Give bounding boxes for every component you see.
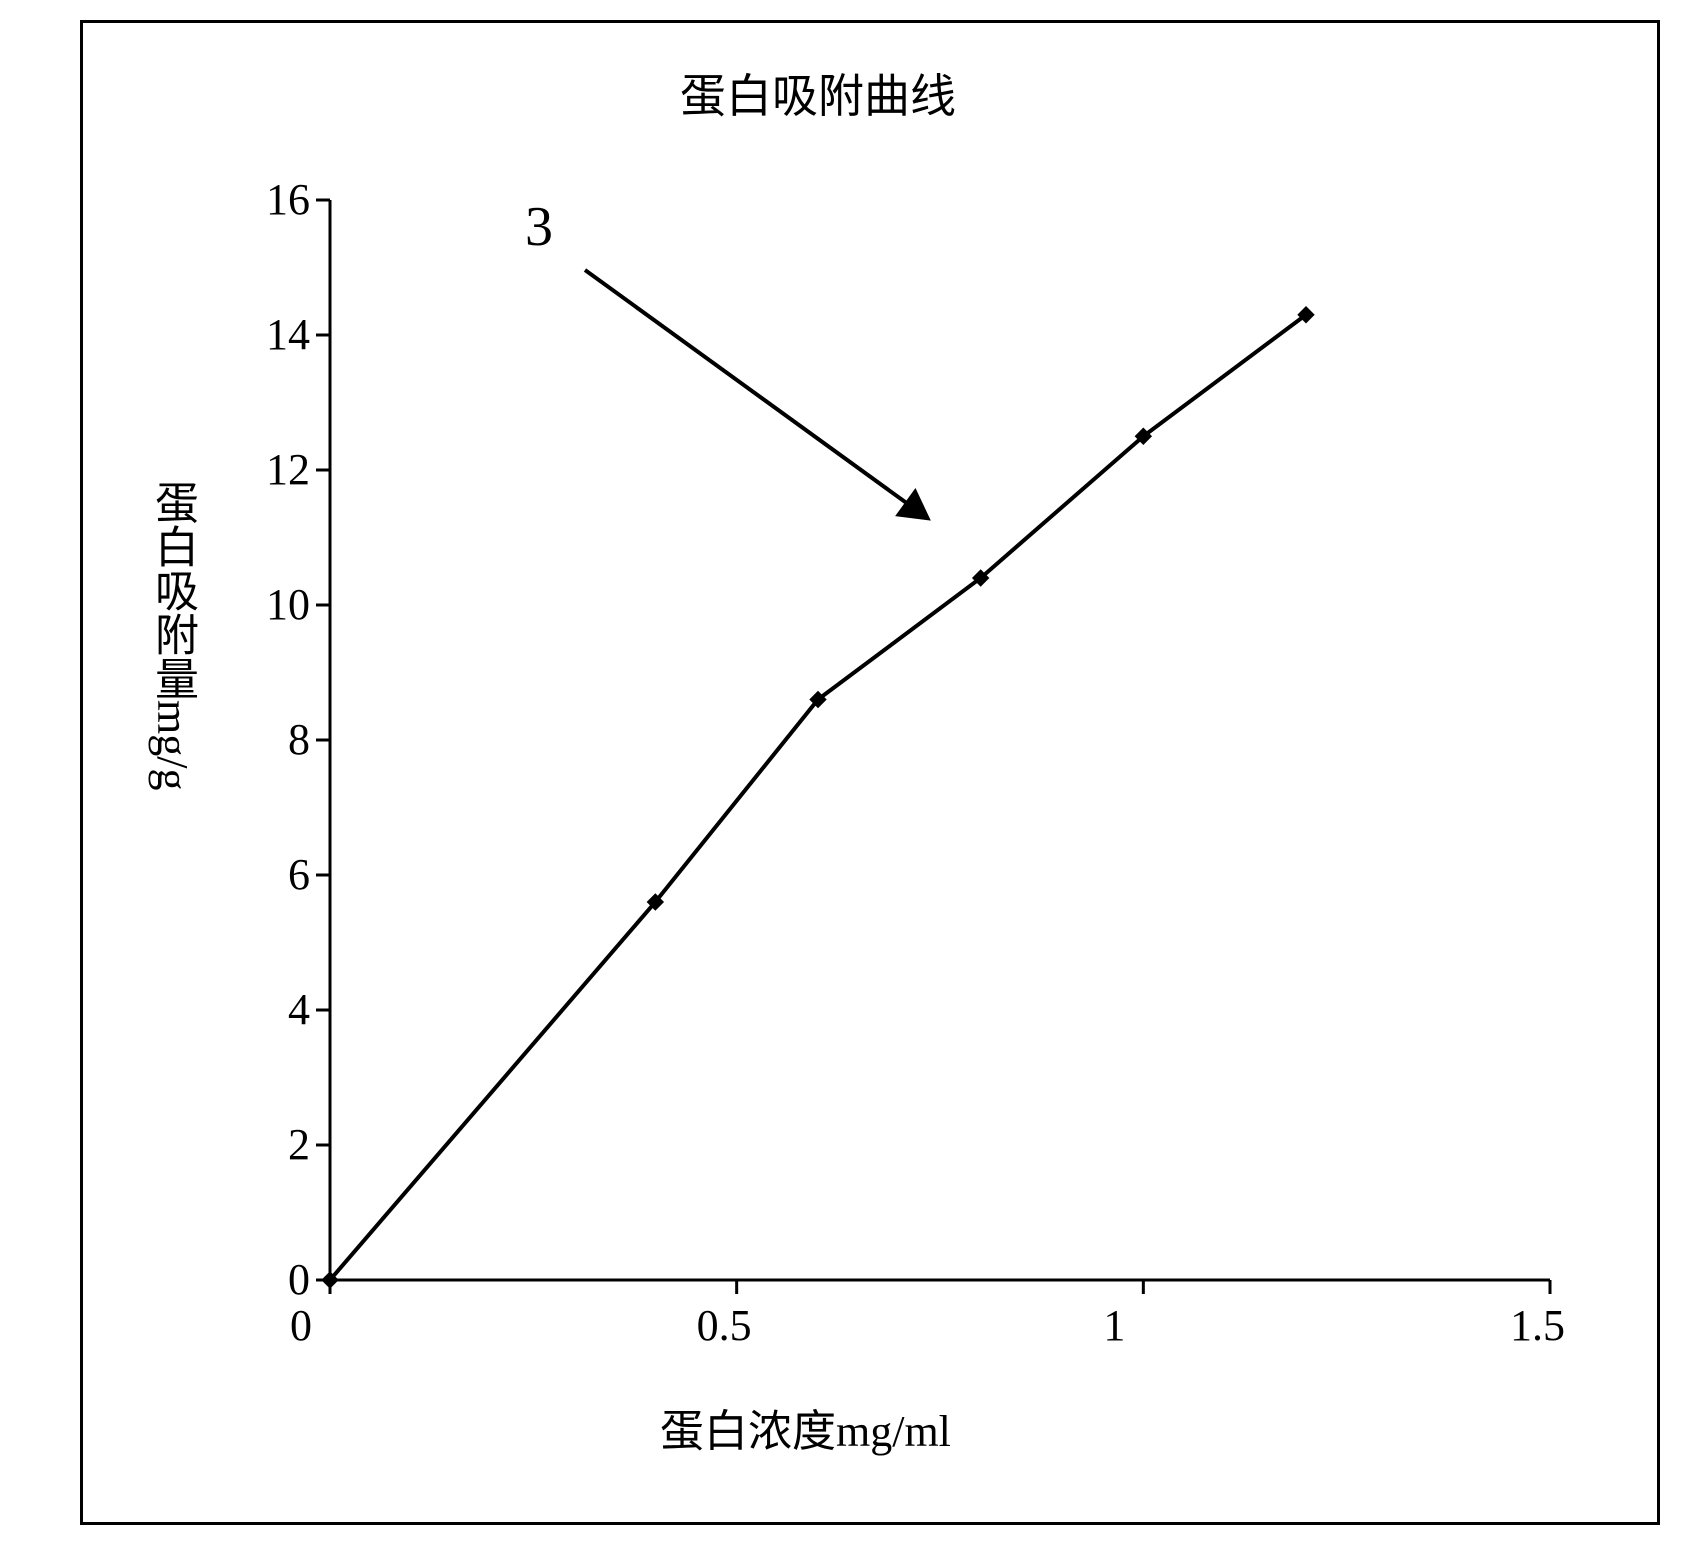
x-tick-label: 0.5 <box>697 1300 797 1351</box>
y-tick-label: 14 <box>220 309 310 360</box>
chart-svg-layer <box>0 0 1683 1549</box>
y-tick-label: 8 <box>220 714 310 765</box>
x-tick-label: 1.5 <box>1510 1300 1610 1351</box>
y-tick-label: 10 <box>220 579 310 630</box>
y-tick-label: 6 <box>220 849 310 900</box>
annotation-arrow-line <box>585 270 906 502</box>
x-tick-label: 1 <box>1103 1300 1203 1351</box>
y-tick-label: 2 <box>220 1119 310 1170</box>
y-tick-label: 4 <box>220 984 310 1035</box>
y-tick-label: 12 <box>220 444 310 495</box>
y-tick-label: 0 <box>220 1254 310 1305</box>
annotation-arrow-head <box>896 489 930 520</box>
y-tick-label: 16 <box>220 174 310 225</box>
series-line <box>330 315 1306 1280</box>
x-tick-label: 0 <box>290 1300 390 1351</box>
